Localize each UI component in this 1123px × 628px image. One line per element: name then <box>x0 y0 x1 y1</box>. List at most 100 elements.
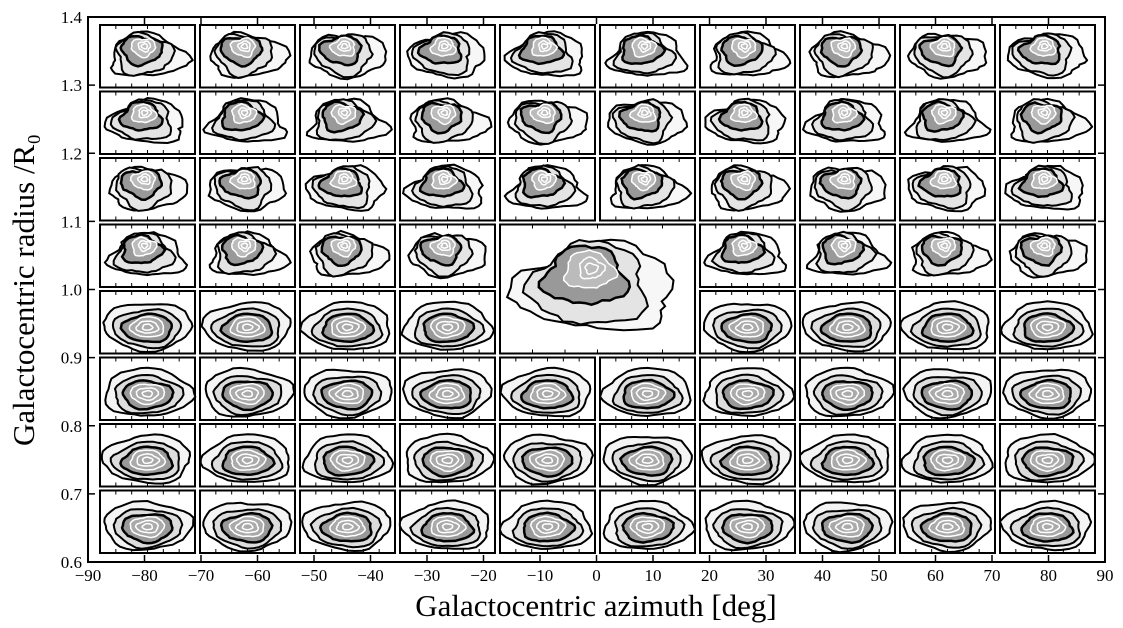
contour-panel <box>199 290 296 355</box>
contour-panel <box>999 90 1096 155</box>
contour-panel <box>799 290 896 355</box>
contour-panel <box>499 90 596 155</box>
contour <box>340 109 349 117</box>
contour <box>734 320 760 334</box>
contour-panel <box>399 157 496 222</box>
contour-panel <box>699 489 796 554</box>
contour-panel <box>99 423 196 488</box>
contour-panel <box>699 290 796 355</box>
contour-panel <box>999 356 1096 421</box>
contour-panel <box>699 423 796 488</box>
contour <box>835 453 861 468</box>
contour-panel <box>299 423 396 488</box>
contour-panel <box>399 90 496 155</box>
x-tick-label: 70 <box>984 566 1001 585</box>
contour-panel <box>399 223 496 288</box>
contour <box>840 42 849 50</box>
contour <box>531 36 559 57</box>
contour <box>241 522 254 531</box>
contour <box>735 519 760 534</box>
contour <box>578 256 607 280</box>
contour <box>135 320 160 334</box>
contour <box>131 236 158 257</box>
contour <box>441 323 454 332</box>
contour <box>137 40 152 53</box>
contour-panel <box>599 157 696 222</box>
contour-panel <box>899 423 996 488</box>
contour <box>340 175 349 183</box>
contour <box>837 240 852 253</box>
y-tick-label: 1.3 <box>61 76 82 95</box>
contour <box>335 453 360 468</box>
contour <box>141 456 154 465</box>
contour <box>435 320 460 335</box>
x-tick-label: 40 <box>814 566 831 585</box>
contour <box>235 453 260 468</box>
y-tick-label: 0.7 <box>61 485 83 504</box>
contour <box>436 239 451 252</box>
contour-panel <box>799 24 896 89</box>
contour <box>631 36 658 58</box>
contour-panel <box>799 489 896 554</box>
contour-panel <box>599 489 697 554</box>
contour <box>741 390 754 398</box>
contour-panel <box>199 223 296 288</box>
contour <box>240 242 249 250</box>
contour <box>537 39 552 53</box>
x-tick-label: 20 <box>701 566 718 585</box>
contour <box>729 103 759 124</box>
contour <box>342 522 354 531</box>
contour <box>837 106 852 119</box>
contour <box>1041 522 1054 531</box>
contour <box>640 109 649 116</box>
contour <box>541 389 554 398</box>
x-tick-label: −50 <box>301 566 328 585</box>
contour-panel <box>699 90 796 155</box>
contour <box>641 456 654 464</box>
contour <box>1037 173 1052 186</box>
contour <box>136 453 161 467</box>
contour-panel <box>899 24 996 89</box>
contour <box>1030 169 1059 190</box>
contour-panel <box>99 290 196 355</box>
contour <box>241 323 254 332</box>
contour <box>1029 36 1057 57</box>
contour <box>337 107 352 120</box>
contour-panel <box>199 90 296 155</box>
contour <box>341 323 354 332</box>
contour-panel <box>99 90 196 155</box>
contour <box>237 106 252 120</box>
contour <box>1040 109 1049 117</box>
x-tick-label: −20 <box>470 566 497 585</box>
contour <box>640 43 649 50</box>
contour <box>640 175 649 183</box>
contour <box>241 389 254 398</box>
contour-panel <box>199 356 296 421</box>
y-tick-label: 0.6 <box>61 553 82 572</box>
contour <box>135 387 160 402</box>
contour-panel <box>299 489 396 554</box>
contour-panel <box>899 489 996 554</box>
contour <box>935 453 960 468</box>
y-tick-label: 1.0 <box>61 281 82 300</box>
contour-panel <box>199 157 296 222</box>
contour-panel <box>399 24 496 89</box>
contour-panel <box>599 90 696 155</box>
contour-panel <box>299 356 396 421</box>
contour-panel <box>899 90 996 155</box>
contour <box>137 239 152 253</box>
x-tick-label: 60 <box>927 566 944 585</box>
contour <box>140 242 149 250</box>
contour <box>835 386 860 401</box>
contour-panel <box>499 356 596 421</box>
x-tick-label: −10 <box>527 566 554 585</box>
contour-panel <box>899 290 996 355</box>
contour <box>740 109 749 117</box>
contour <box>440 109 449 116</box>
contour <box>935 519 960 534</box>
contour <box>841 522 854 531</box>
contour <box>237 240 252 253</box>
contour <box>236 320 261 334</box>
contour <box>437 39 453 52</box>
contour-panel <box>799 90 896 155</box>
